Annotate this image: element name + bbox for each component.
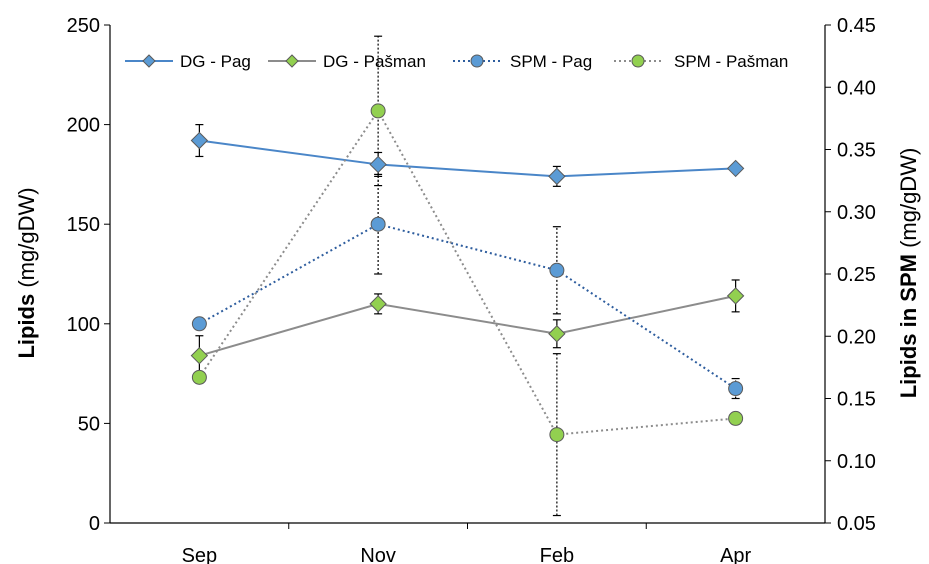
series-line bbox=[198, 223, 737, 390]
data-point-circle bbox=[728, 381, 744, 397]
y-right-tick-label: 0.30 bbox=[837, 202, 876, 224]
error-bars bbox=[195, 35, 740, 517]
data-point-diamond bbox=[726, 287, 745, 305]
y-axis-left-title: Lipids (mg/gDW) bbox=[14, 187, 39, 358]
y-right-tick-label: 0.25 bbox=[837, 264, 876, 286]
data-point-diamond bbox=[190, 346, 209, 365]
y-right-tick-label: 0.15 bbox=[837, 389, 876, 411]
data-point-circle bbox=[191, 316, 207, 332]
data-point-circle bbox=[370, 216, 386, 232]
y-axis-right-title-unit: (mg/gDW) bbox=[896, 148, 921, 254]
y-right-tick-label: 0.45 bbox=[837, 15, 876, 37]
y-left-tick-label: 200 bbox=[67, 115, 100, 137]
y-left-tick-label: 250 bbox=[67, 15, 100, 37]
data-point-circle bbox=[191, 369, 207, 385]
y-right-tick-label: 0.20 bbox=[837, 326, 876, 348]
data-point-circle bbox=[549, 262, 565, 278]
legend-label: DG - Pag bbox=[180, 52, 251, 71]
x-tick-label: Nov bbox=[360, 545, 396, 564]
legend-marker-circle bbox=[631, 54, 645, 68]
y-right-tick-label: 0.40 bbox=[837, 77, 876, 99]
data-point-diamond bbox=[369, 155, 387, 174]
x-tick-label: Feb bbox=[540, 545, 574, 564]
series-line bbox=[198, 108, 736, 436]
y-right-tick-label: 0.35 bbox=[837, 140, 876, 162]
y-left-tick-label: 0 bbox=[89, 513, 100, 535]
y-left-tick-label: 100 bbox=[67, 314, 100, 336]
data-point-diamond bbox=[548, 167, 566, 186]
y-axis-right-title: Lipids in SPM (mg/gDW) bbox=[896, 148, 921, 399]
series-markers bbox=[190, 103, 745, 443]
legend-marker-diamond bbox=[142, 54, 156, 68]
data-point-diamond bbox=[548, 325, 566, 343]
legend-marker-diamond bbox=[285, 54, 299, 68]
y-left-tick-label: 50 bbox=[78, 413, 100, 435]
series-line bbox=[199, 139, 736, 178]
y-left-tick-label: 150 bbox=[67, 214, 100, 236]
legend-marker-circle bbox=[470, 54, 484, 68]
x-tick-label: Sep bbox=[182, 545, 218, 564]
data-point-diamond bbox=[369, 295, 387, 313]
series-lines bbox=[198, 108, 737, 436]
data-point-circle bbox=[370, 103, 386, 119]
chart-axes: 0 50 100 150 200 250 0.05 0.10 0.15 0.20 0.25 0.30 0… bbox=[67, 15, 876, 564]
y-right-tick-label: 0.10 bbox=[837, 451, 876, 473]
legend-label: DG - Pašman bbox=[323, 52, 426, 71]
data-point-diamond bbox=[190, 131, 209, 150]
y-axis-left-title-bold: Lipids bbox=[14, 294, 39, 359]
x-tick-label: Apr bbox=[720, 545, 751, 564]
legend: DG - Pag DG - Pašman SPM - Pag SPM - Pašman bbox=[125, 52, 788, 71]
legend-label: SPM - Pašman bbox=[674, 52, 788, 71]
y-axis-left-title-unit: (mg/gDW) bbox=[14, 187, 39, 293]
legend-label: SPM - Pag bbox=[510, 52, 592, 71]
series-line bbox=[199, 294, 736, 357]
y-right-tick-label: 0.05 bbox=[837, 513, 876, 535]
data-point-circle bbox=[549, 427, 565, 443]
data-point-circle bbox=[728, 410, 744, 426]
data-point-diamond bbox=[726, 159, 745, 178]
y-axis-right-title-bold: Lipids in SPM bbox=[896, 254, 921, 398]
